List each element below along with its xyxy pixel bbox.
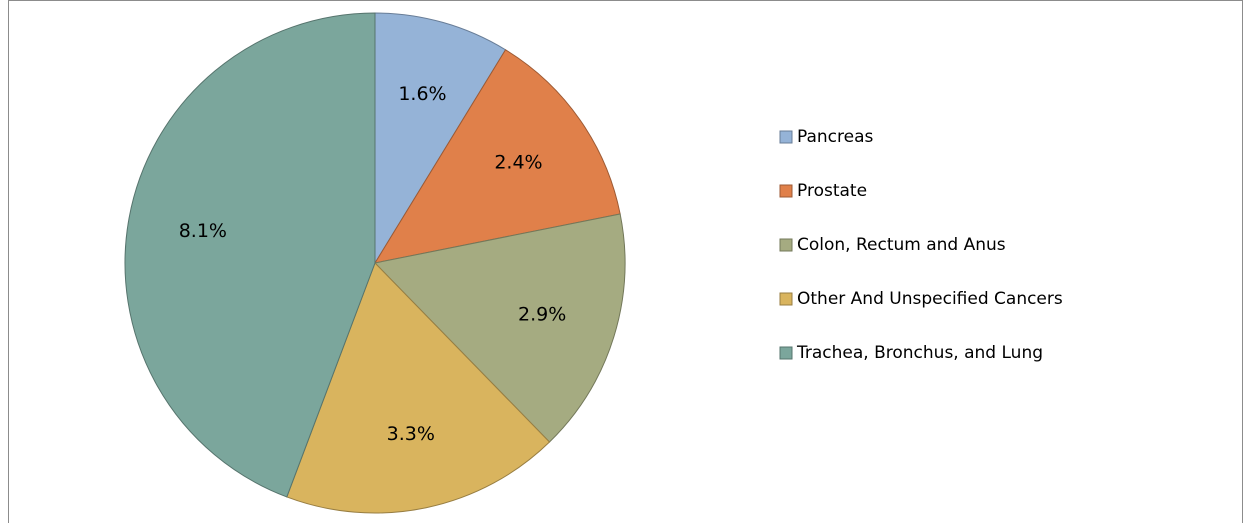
data-label: 8.1% <box>179 220 227 242</box>
pie-slice <box>373 213 626 443</box>
legend-swatch <box>779 238 793 252</box>
pie-slice <box>374 12 507 265</box>
pie-slice <box>124 12 376 498</box>
data-label: 3.3% <box>387 423 435 445</box>
pie-slice <box>373 49 621 264</box>
legend-swatch <box>779 130 793 144</box>
legend-label: Other And Unspecified Cancers <box>797 289 1063 309</box>
data-label: 1.6% <box>398 83 446 105</box>
legend-label: Prostate <box>797 181 867 201</box>
legend-swatch <box>779 346 793 360</box>
legend-swatch <box>779 184 793 198</box>
legend-label: Pancreas <box>797 127 874 147</box>
data-label: 2.4% <box>494 151 542 173</box>
legend-label: Colon, Rectum and Anus <box>797 235 1006 255</box>
data-label: 2.9% <box>518 303 566 325</box>
legend-label: Trachea, Bronchus, and Lung <box>796 343 1043 363</box>
pie-slice <box>286 262 551 514</box>
legend-swatch <box>779 292 793 306</box>
